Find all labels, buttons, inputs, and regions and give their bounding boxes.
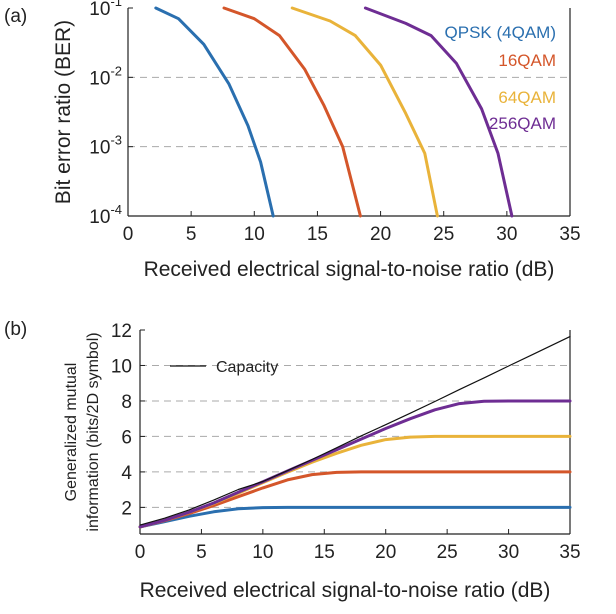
series-label-16qam: 16QAM [498,51,556,70]
y-tick-label: 4 [121,463,132,484]
x-tick-label: 20 [370,224,391,245]
y-tick-label: 12 [111,321,132,342]
series-label-qpsk-4qam: QPSK (4QAM) [445,23,556,42]
y-tick-label: 6 [121,427,132,448]
x-tick-label: 30 [496,224,517,245]
x-tick-label: 25 [437,542,458,563]
y-tick-label: 10-2 [89,63,122,89]
y-axis-label-b-line1: Generalized mutual [63,363,80,502]
ber-curve-qpsk-4qam [154,6,275,218]
x-tick-label: 15 [307,224,328,245]
panel-label-b: (b) [4,319,27,340]
y-axis-label-a: Bit error ratio (BER) [52,20,75,204]
gmi-curve-qpsk-4qam [138,505,572,529]
gmi-curve-16qam [138,470,572,529]
ber-curve-16qam [222,6,362,218]
x-tick-label: 5 [186,224,197,245]
x-tick-label: 0 [135,542,146,563]
y-tick-label: 10-1 [89,0,122,20]
series-label-64qam: 64QAM [498,88,556,107]
gmi-curve-capacity [139,336,571,526]
legend-capacity-label: Capacity [216,359,278,376]
ber-curve-256qam [363,6,514,218]
x-tick-label: 10 [252,542,273,563]
x-tick-label: 0 [123,224,134,245]
ber-curve-64qam [290,6,439,218]
y-tick-label: 8 [121,392,132,413]
y-tick-label: 10 [111,356,132,377]
x-tick-label: 10 [244,224,265,245]
y-axis-label-b-line2: information (bits/2D symbol) [85,332,102,531]
x-tick-label: 15 [314,542,335,563]
y-tick-label: 10-4 [89,202,122,228]
x-tick-label: 35 [559,542,580,563]
x-axis-label-b: Received electrical signal-to-noise rati… [140,579,551,602]
y-tick-label: 10-3 [89,133,122,159]
panel-a-ber-chart: (a) 0 5 10 15 20 25 30 35 10-4 10-3 10-2 10-1 Receive… [4,0,581,281]
x-tick-label: 5 [196,542,207,563]
x-tick-label: 30 [498,542,519,563]
series-label-256qam: 256QAM [489,114,556,133]
x-axis-label-a: Received electrical signal-to-noise rati… [144,258,555,281]
x-tick-label: 35 [559,224,580,245]
x-tick-label: 25 [433,224,454,245]
panel-b-gmi-chart: (b) 0 5 10 15 20 25 30 35 2 4 6 8 10 12 Received electr… [4,319,581,602]
x-tick-label: 20 [375,542,396,563]
gmi-curve-256qam [138,399,572,529]
panel-label-a: (a) [4,6,27,27]
y-tick-label: 2 [121,498,132,519]
